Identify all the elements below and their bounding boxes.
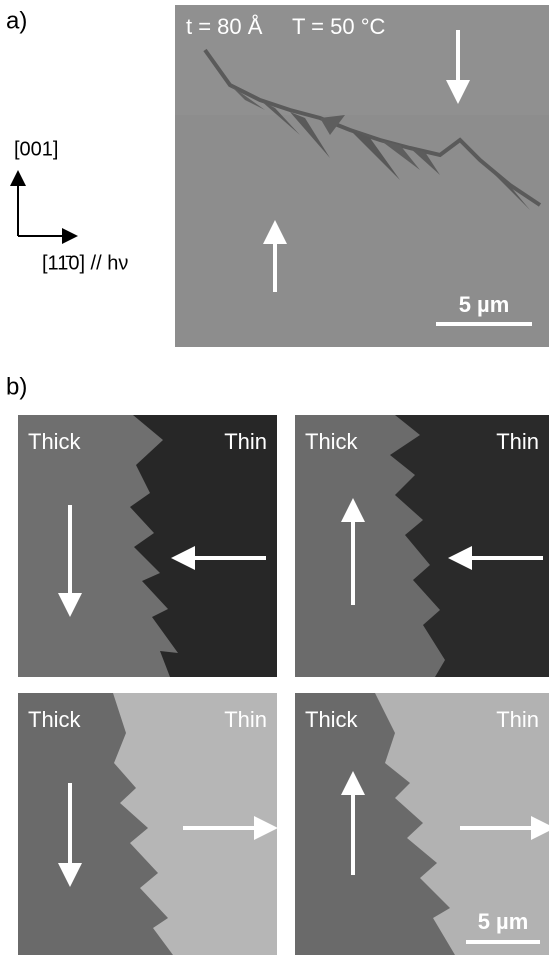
region-label: Thick — [305, 707, 359, 732]
axis-label: [001] — [14, 138, 58, 160]
region-label: Thin — [224, 707, 267, 732]
axes-diagram — [18, 178, 70, 236]
microscopy-image: Thick Thin — [295, 415, 549, 677]
region-label: Thick — [305, 429, 359, 454]
panel-label: a) — [6, 7, 27, 34]
microscopy-image: Thick Thin — [18, 693, 277, 955]
axis-label: [11̄0] // hν — [42, 252, 128, 274]
region-label: Thick — [28, 429, 82, 454]
region-label: Thin — [496, 429, 539, 454]
figure: a) t = 80 Å T = 50 °C 5 µm [001] [11̄0] … — [0, 0, 549, 956]
region-label: Thin — [224, 429, 267, 454]
panel-label: b) — [6, 373, 27, 400]
scale-bar-label: 5 µm — [459, 292, 510, 317]
microscopy-image: Thick Thin — [18, 415, 277, 677]
page: {"panel_a": {"label": "a)", "thickness":… — [0, 0, 549, 956]
region-label: Thin — [496, 707, 539, 732]
thickness-label: t = 80 Å — [186, 14, 263, 39]
temperature-label: T = 50 °C — [292, 14, 385, 39]
region-label: Thick — [28, 707, 82, 732]
scale-bar-label: 5 µm — [478, 909, 529, 934]
